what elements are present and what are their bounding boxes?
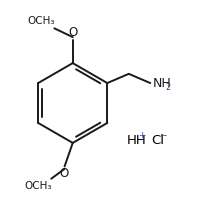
- Text: NH: NH: [153, 77, 171, 90]
- Text: O: O: [59, 167, 68, 180]
- Text: O: O: [68, 26, 77, 39]
- Text: OCH₃: OCH₃: [28, 16, 55, 26]
- Text: Cl: Cl: [151, 134, 164, 147]
- Text: 2: 2: [165, 83, 170, 92]
- Text: −: −: [159, 131, 167, 140]
- Text: HH: HH: [127, 134, 147, 147]
- Text: +: +: [138, 131, 146, 140]
- Text: OCH₃: OCH₃: [25, 181, 52, 191]
